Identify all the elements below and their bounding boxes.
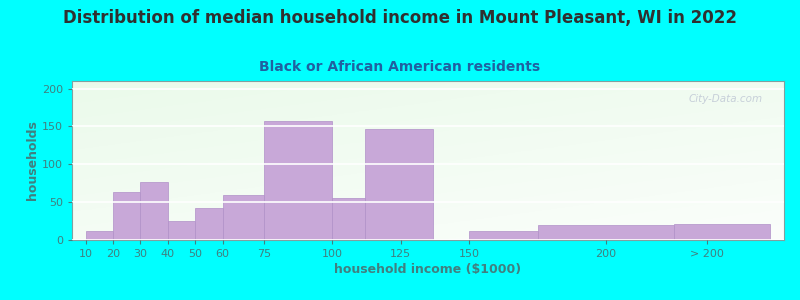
Bar [141,182,168,240]
Y-axis label: households: households [26,121,39,200]
Bar [113,192,141,240]
Bar [222,195,264,240]
Bar [264,121,332,240]
Text: Black or African American residents: Black or African American residents [259,60,541,74]
X-axis label: household income ($1000): household income ($1000) [334,263,522,276]
Bar [365,129,434,240]
Bar [469,231,538,240]
Bar [195,208,222,240]
Bar [674,224,770,240]
Text: City-Data.com: City-Data.com [689,94,762,104]
Text: Distribution of median household income in Mount Pleasant, WI in 2022: Distribution of median household income … [63,9,737,27]
Bar [86,231,113,240]
Bar [168,221,195,240]
Bar [538,225,674,240]
Bar [332,198,365,240]
